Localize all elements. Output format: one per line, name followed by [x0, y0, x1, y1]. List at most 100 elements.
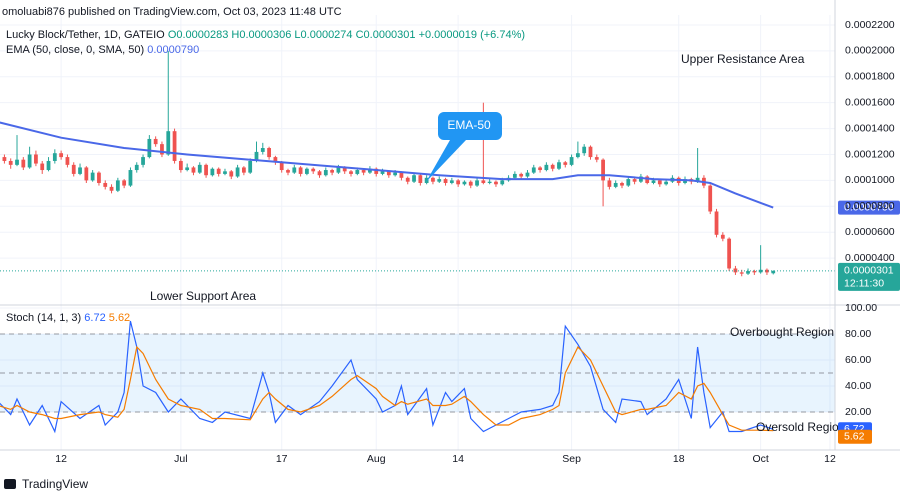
x-tick-label: 17 [276, 453, 288, 465]
candle-body [59, 153, 64, 158]
price-badge [838, 262, 900, 291]
series-line [0, 345, 774, 432]
stoch-legend: Stoch (14, 1, 3) 6.72 5.62 [6, 312, 130, 324]
candle-body [292, 167, 297, 173]
candle-body [210, 168, 215, 176]
y-tick-label: 100.00 [845, 302, 877, 314]
candle-body [267, 148, 271, 158]
candle-body [46, 160, 51, 171]
candle-body [21, 159, 26, 168]
publisher: omoluabi876 published on TradingView.com… [2, 6, 342, 18]
price-badge-label: 0.0000301 [844, 265, 894, 277]
candle-body [727, 238, 732, 269]
candle-body [487, 181, 492, 183]
y-tick-label: 40.00 [845, 380, 871, 392]
candle-body [424, 177, 429, 183]
candle-body [153, 138, 158, 145]
countdown: 12:11:30 [844, 278, 884, 290]
stoch-title: Stoch (14, 1, 3) [6, 312, 81, 324]
candle-body [620, 182, 624, 186]
series-line [0, 121, 774, 209]
candle-body [544, 164, 549, 171]
candle-body [765, 269, 769, 273]
annotation: Overbought Region [730, 325, 834, 339]
candle-body [2, 157, 7, 161]
candle-body [557, 162, 561, 169]
candle-body [109, 186, 114, 191]
logo-mark [4, 479, 16, 489]
candle-body [657, 180, 662, 185]
candle-body [336, 167, 341, 173]
candle-body [563, 162, 568, 165]
candle-body [594, 157, 599, 160]
y-tick-label: 60.00 [845, 354, 871, 366]
y-tick-label: 0.0001600 [845, 96, 895, 108]
candle-body [418, 175, 423, 183]
candle-body [204, 164, 208, 176]
candle-body [172, 131, 177, 161]
candle-body [8, 160, 13, 165]
candle-body [241, 167, 246, 173]
candle-body [368, 168, 372, 173]
candle-body [651, 180, 656, 183]
candle-body [286, 170, 290, 173]
legend: Lucky Block/Tether, 1D, GATEIO O0.000028… [6, 29, 525, 41]
candle-body [443, 179, 448, 183]
candle-body [311, 168, 316, 172]
candle-body [431, 177, 435, 182]
candle-body [739, 272, 744, 274]
candle-body [380, 171, 385, 174]
candle-body [456, 180, 461, 185]
candle-body [758, 269, 763, 273]
annotation: Upper Resistance Area [681, 52, 805, 66]
value-badge-label: 5.62 [844, 431, 865, 443]
candle-body [160, 144, 164, 155]
candle-body [298, 167, 303, 174]
candle-body [235, 167, 240, 177]
candle-body [468, 181, 473, 186]
candle-body [323, 170, 328, 176]
y-tick-label: 0.0002000 [845, 45, 895, 57]
candle-body [34, 154, 38, 164]
x-tick-label: Aug [367, 453, 386, 465]
candle-body [185, 167, 190, 171]
candle-body [746, 271, 750, 274]
callout [426, 112, 502, 182]
candle-body [550, 164, 555, 169]
candle-body [65, 157, 70, 165]
ema-value: 0.0000790 [147, 44, 199, 56]
candle-body [248, 160, 253, 173]
candle-body [708, 185, 713, 212]
candle-body [437, 179, 442, 182]
x-tick-label: 14 [452, 453, 464, 465]
candle-body [500, 180, 505, 185]
k-value: 6.72 [84, 312, 105, 324]
value-badge [838, 429, 872, 444]
candle-body [771, 270, 776, 274]
candle-body [71, 164, 76, 174]
candle-body [525, 172, 530, 177]
candle-body [386, 171, 391, 176]
candle-body [147, 138, 152, 158]
candle-body [223, 171, 227, 174]
x-tick-label: Jul [174, 453, 187, 465]
annotation: Lower Support Area [150, 289, 256, 303]
candle-body [449, 180, 454, 183]
candle-body [399, 172, 404, 178]
candle-body [141, 157, 145, 165]
candle-body [122, 180, 127, 186]
candle-body [494, 181, 498, 185]
candle-body [103, 182, 108, 187]
candle-body [361, 170, 366, 173]
candle-body [197, 164, 202, 173]
x-tick-label: 12 [55, 453, 67, 465]
candle-body [412, 175, 416, 182]
y-tick-label: 0.0001200 [845, 148, 895, 160]
candle-body [664, 181, 668, 185]
ema-name: EMA (50, close, 0, SMA, 50) [6, 44, 144, 56]
candle-body [216, 168, 221, 174]
candle-body [519, 173, 524, 177]
y-tick-label: 80.00 [845, 328, 871, 340]
candle-body [97, 172, 101, 183]
y-tick-label: 0.0001400 [845, 122, 895, 134]
